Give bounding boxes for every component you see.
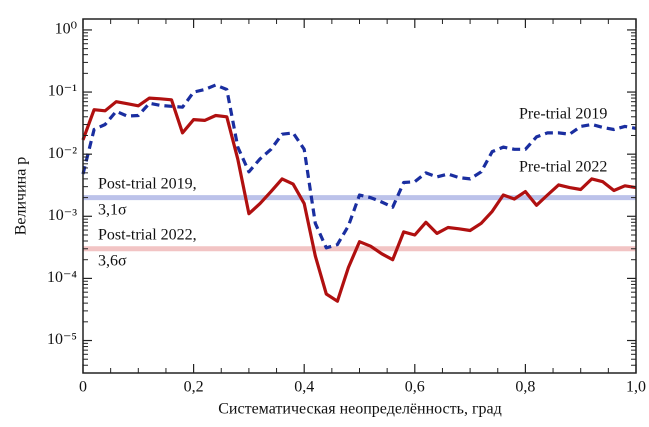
reference-sublabel: 3,1σ xyxy=(98,201,127,218)
x-axis-label: Систематическая неопределённость, град xyxy=(218,401,502,418)
x-tick-label: 0,2 xyxy=(184,379,204,396)
reference-label: Post-trial 2019, xyxy=(98,175,197,192)
y-tick-label: 10⁻⁴ xyxy=(47,269,77,286)
y-tick-label: 10⁻³ xyxy=(48,207,77,224)
x-tick-label: 1,0 xyxy=(626,379,646,396)
x-tick-label: 0,6 xyxy=(405,379,425,396)
series-line xyxy=(81,96,637,303)
x-tick-label: 0 xyxy=(79,379,87,396)
y-tick-label: 10⁻⁵ xyxy=(47,331,77,348)
series-label: Pre-trial 2022 xyxy=(519,159,607,176)
series-label: Pre-trial 2019 xyxy=(519,106,607,123)
y-tick-label: 10⁻¹ xyxy=(48,83,77,100)
x-tick-label: 0,4 xyxy=(294,379,314,396)
y-tick-label: 10⁻² xyxy=(48,145,77,162)
x-tick-label: 0,8 xyxy=(515,379,535,396)
y-axis-label: Величина p xyxy=(13,157,30,236)
series-line xyxy=(81,83,637,250)
reference-sublabel: 3,6σ xyxy=(98,252,127,269)
reference-label: Post-trial 2022, xyxy=(98,226,197,243)
y-tick-label: 10⁰ xyxy=(55,21,77,38)
